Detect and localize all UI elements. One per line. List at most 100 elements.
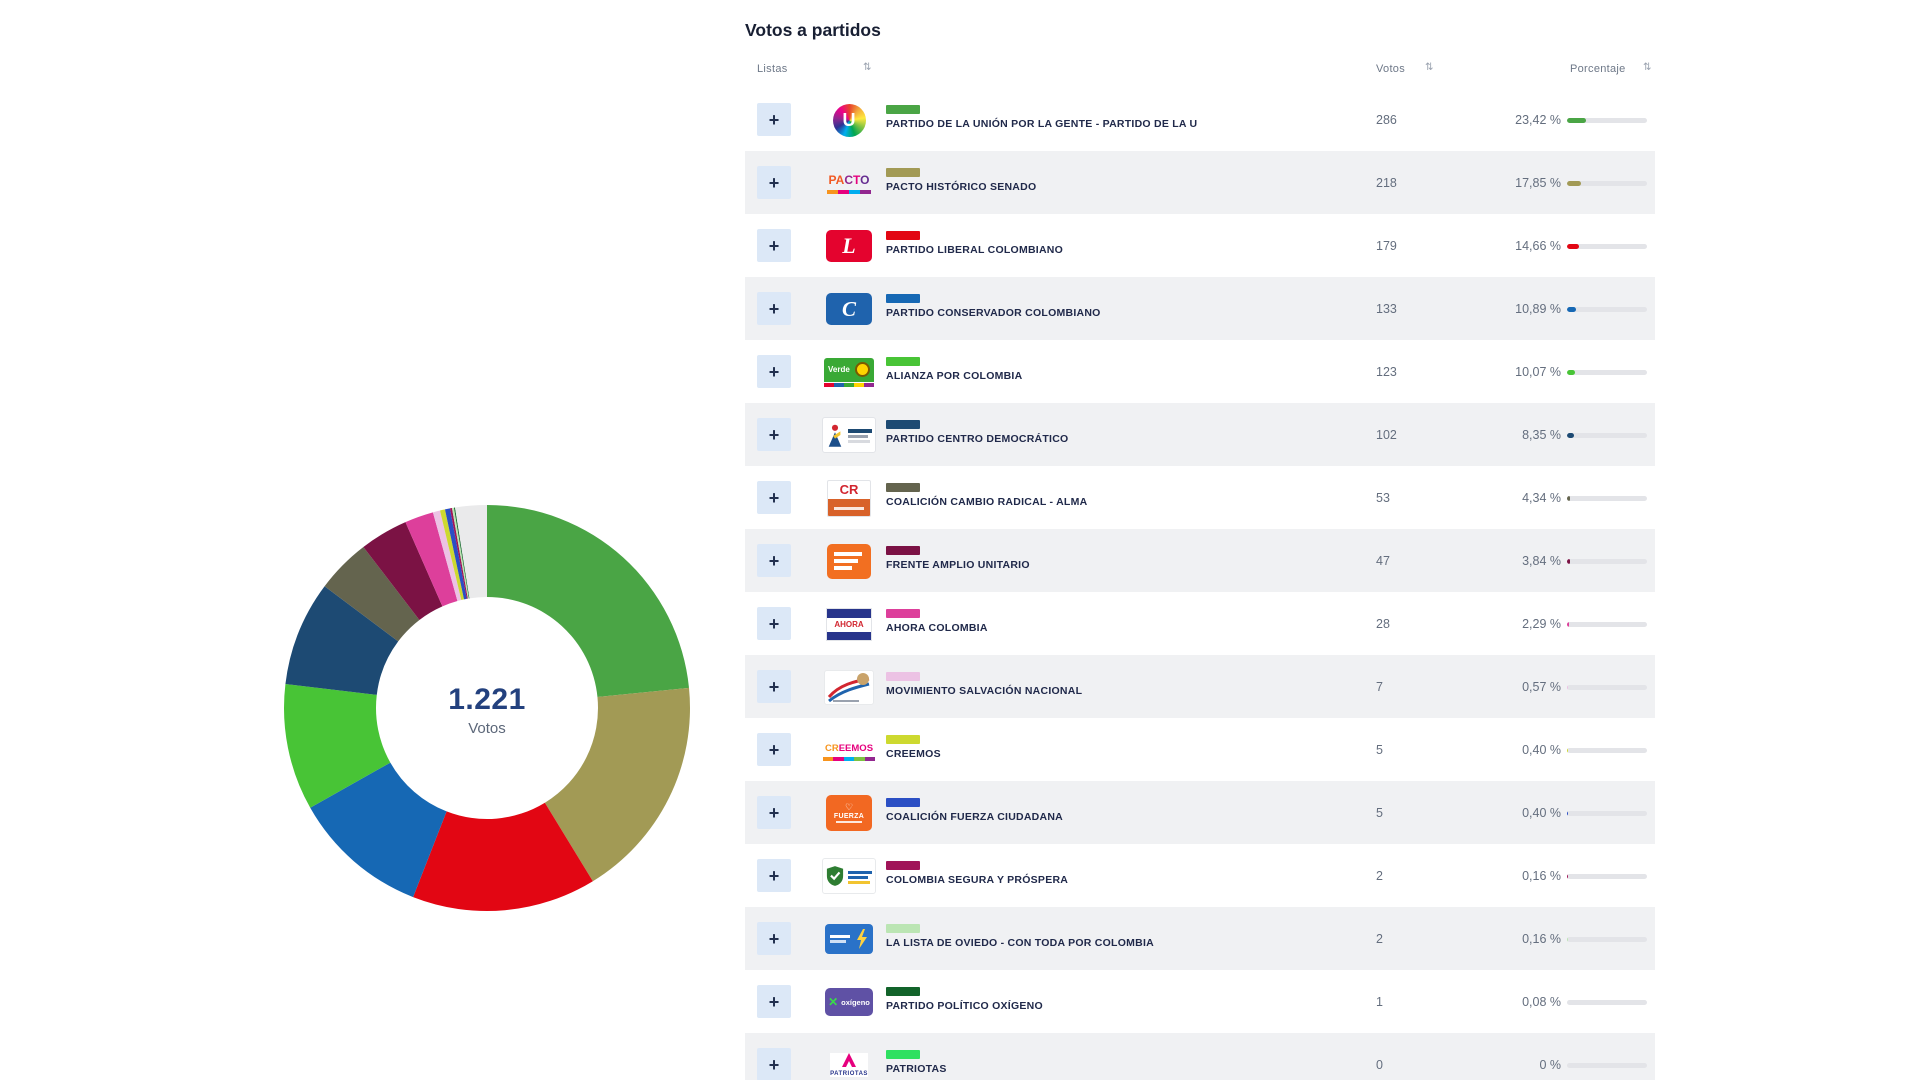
percentage-bar — [1567, 1062, 1647, 1068]
percentage-cell: 8,35 % — [1405, 428, 1647, 442]
expand-button[interactable]: + — [757, 355, 791, 388]
percentage-cell: 2,29 % — [1405, 617, 1647, 631]
donut-slice-16[interactable] — [454, 505, 487, 599]
donut-slice-6[interactable] — [324, 546, 420, 642]
percentage-cell: 23,42 % — [1405, 113, 1647, 127]
donut-slice-8[interactable] — [405, 512, 458, 607]
donut-svg — [284, 505, 690, 911]
party-color-chip — [886, 357, 920, 366]
table-row: + PATRIOTAS PATRIOTAS 0 0 % — [745, 1033, 1655, 1080]
table-row: + ✕ oxígeno PARTIDO POLÍTICO OXÍGENO 1 0,08 % — [745, 970, 1655, 1033]
donut-slice-5[interactable] — [285, 586, 399, 695]
expand-button[interactable]: + — [757, 544, 791, 577]
party-logo-patriotas: PATRIOTAS — [820, 1046, 878, 1080]
sort-icon-votos[interactable]: ⇅ — [1425, 62, 1434, 73]
expand-button[interactable]: + — [757, 859, 791, 892]
party-logo-centro — [820, 416, 878, 454]
table-row: + LA LISTA DE OVIEDO - CON TODA POR COLOM… — [745, 907, 1655, 970]
expand-button[interactable]: + — [757, 166, 791, 199]
expand-button[interactable]: + — [757, 418, 791, 451]
donut-slice-9[interactable] — [432, 510, 462, 602]
percentage-value: 2,29 % — [1522, 617, 1561, 631]
sort-icon-porcentaje[interactable]: ⇅ — [1643, 62, 1652, 73]
percentage-value: 0,16 % — [1522, 869, 1561, 883]
percentage-cell: 3,84 % — [1405, 554, 1647, 568]
percentage-value: 0,08 % — [1522, 995, 1561, 1009]
votes-donut-chart: 1.221 Votos — [282, 503, 692, 913]
column-header-votos[interactable]: Votos — [1376, 63, 1406, 75]
party-color-chip — [886, 735, 920, 744]
percentage-bar-fill — [1567, 180, 1582, 186]
party-color-chip — [886, 294, 920, 303]
party-name: COALICIÓN FUERZA CIUDADANA — [886, 811, 1064, 823]
percentage-bar — [1567, 936, 1647, 942]
percentage-bar — [1567, 369, 1647, 375]
percentage-cell: 10,07 % — [1405, 365, 1647, 379]
votes-value: 1 — [1376, 995, 1383, 1009]
votes-value: 133 — [1376, 302, 1397, 316]
party-info: COALICIÓN CAMBIO RADICAL - ALMA — [886, 483, 1087, 508]
party-color-chip — [886, 420, 920, 429]
votes-value: 218 — [1376, 176, 1397, 190]
percentage-cell: 14,66 % — [1405, 239, 1647, 253]
votes-value: 123 — [1376, 365, 1397, 379]
percentage-cell: 0,16 % — [1405, 932, 1647, 946]
party-info: CREEMOS — [886, 735, 941, 760]
percentage-cell: 0,40 % — [1405, 743, 1647, 757]
expand-button[interactable]: + — [757, 292, 791, 325]
expand-button[interactable]: + — [757, 481, 791, 514]
column-header-listas[interactable]: Listas — [757, 63, 788, 75]
table-row: + ♡ FUERZA COALICIÓN FUERZA CIUDADANA 5 0,40 … — [745, 781, 1655, 844]
donut-slice-1[interactable] — [544, 687, 690, 882]
percentage-value: 0 % — [1539, 1058, 1561, 1072]
percentage-bar-fill — [1567, 495, 1571, 501]
party-info: LA LISTA DE OVIEDO - CON TODA POR COLOMB… — [886, 924, 1154, 949]
donut-slice-7[interactable] — [363, 522, 443, 620]
votes-value: 179 — [1376, 239, 1397, 253]
percentage-cell: 0,40 % — [1405, 806, 1647, 820]
expand-button[interactable]: + — [757, 229, 791, 262]
expand-button[interactable]: + — [757, 733, 791, 766]
column-header-porcentaje[interactable]: Porcentaje — [1570, 63, 1626, 75]
party-color-chip — [886, 987, 920, 996]
expand-button[interactable]: + — [757, 796, 791, 829]
donut-slice-14[interactable] — [453, 507, 470, 599]
percentage-bar-fill — [1567, 621, 1569, 627]
table-row: + COLOMBIA SEGURA Y PRÓSPERA 2 0,16 % — [745, 844, 1655, 907]
party-color-chip — [886, 231, 920, 240]
party-info: COALICIÓN FUERZA CIUDADANA — [886, 798, 1063, 823]
donut-slice-10[interactable] — [439, 509, 465, 601]
party-name: PARTIDO POLÍTICO OXÍGENO — [886, 1000, 1043, 1012]
donut-slice-12[interactable] — [449, 508, 468, 599]
donut-slice-2[interactable] — [413, 802, 593, 911]
party-info: AHORA COLOMBIA — [886, 609, 988, 634]
percentage-value: 0,40 % — [1522, 806, 1561, 820]
donut-slice-0[interactable] — [487, 505, 689, 697]
party-color-chip — [886, 168, 920, 177]
donut-slice-11[interactable] — [444, 508, 467, 600]
percentage-value: 4,34 % — [1522, 491, 1561, 505]
votes-value: 47 — [1376, 554, 1390, 568]
party-name: PARTIDO LIBERAL COLOMBIANO — [886, 244, 1064, 256]
donut-slice-13[interactable] — [451, 507, 469, 599]
expand-button[interactable]: + — [757, 103, 791, 136]
expand-button[interactable]: + — [757, 985, 791, 1018]
party-color-chip — [886, 105, 920, 114]
percentage-value: 0,57 % — [1522, 680, 1561, 694]
votes-value: 5 — [1376, 806, 1383, 820]
party-name: ALIANZA POR COLOMBIA — [886, 370, 1023, 382]
expand-button[interactable]: + — [757, 670, 791, 703]
sort-icon-listas[interactable]: ⇅ — [863, 62, 872, 73]
expand-button[interactable]: + — [757, 607, 791, 640]
percentage-value: 8,35 % — [1522, 428, 1561, 442]
percentage-cell: 17,85 % — [1405, 176, 1647, 190]
percentage-bar — [1567, 621, 1647, 627]
party-logo-fuerza: ♡ FUERZA — [820, 794, 878, 832]
expand-button[interactable]: + — [757, 1048, 791, 1080]
donut-slice-4[interactable] — [284, 683, 391, 808]
percentage-cell: 0,16 % — [1405, 869, 1647, 883]
percentage-bar-fill — [1567, 243, 1579, 249]
expand-button[interactable]: + — [757, 922, 791, 955]
party-logo-alianza: Verde — [820, 353, 878, 391]
donut-slice-3[interactable] — [310, 762, 447, 898]
